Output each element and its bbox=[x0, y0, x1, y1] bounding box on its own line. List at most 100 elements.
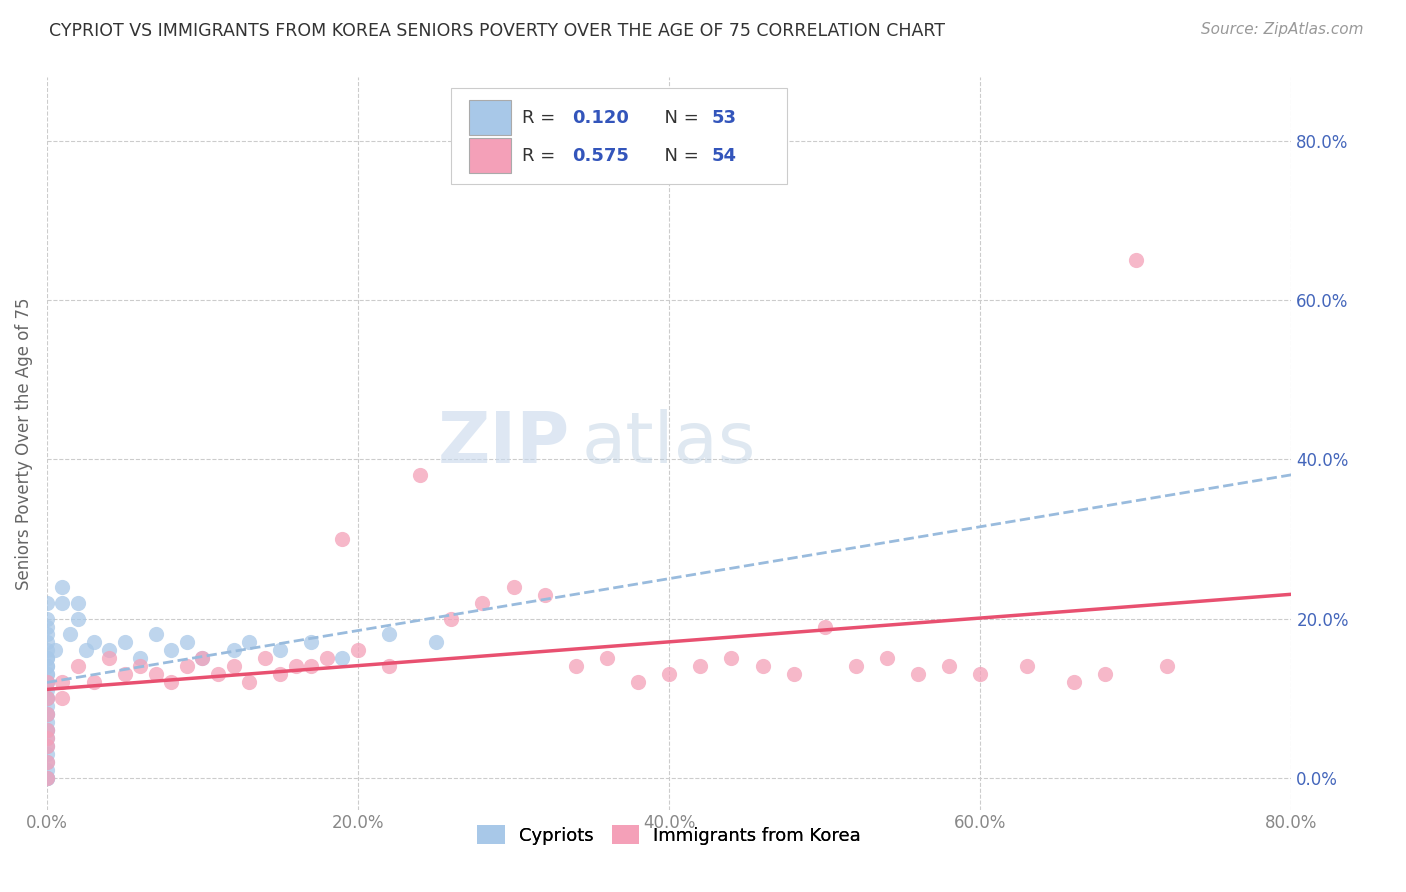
Point bbox=[35, 675, 58, 690]
Point bbox=[51, 580, 73, 594]
Point bbox=[83, 635, 105, 649]
Point bbox=[51, 675, 73, 690]
Point bbox=[782, 667, 804, 681]
Text: CYPRIOT VS IMMIGRANTS FROM KOREA SENIORS POVERTY OVER THE AGE OF 75 CORRELATION : CYPRIOT VS IMMIGRANTS FROM KOREA SENIORS… bbox=[49, 22, 945, 40]
Point bbox=[191, 651, 214, 665]
Point bbox=[35, 714, 58, 729]
Point bbox=[35, 731, 58, 745]
Point bbox=[35, 651, 58, 665]
Point bbox=[35, 651, 58, 665]
Point bbox=[689, 659, 711, 673]
Point bbox=[1156, 659, 1178, 673]
Text: 0.575: 0.575 bbox=[572, 147, 628, 165]
Point bbox=[565, 659, 588, 673]
Point bbox=[502, 580, 524, 594]
Point bbox=[533, 588, 555, 602]
Point bbox=[332, 651, 354, 665]
Point bbox=[35, 691, 58, 706]
Point bbox=[35, 771, 58, 785]
Point bbox=[35, 627, 58, 641]
Point bbox=[35, 771, 58, 785]
Point bbox=[35, 667, 58, 681]
Point bbox=[35, 596, 58, 610]
Point bbox=[238, 635, 260, 649]
Point bbox=[35, 747, 58, 761]
Point bbox=[222, 659, 245, 673]
Point bbox=[222, 643, 245, 657]
Point bbox=[751, 659, 773, 673]
Point bbox=[176, 659, 198, 673]
Point bbox=[51, 596, 73, 610]
Point bbox=[1094, 667, 1116, 681]
Point bbox=[145, 667, 167, 681]
Point bbox=[44, 643, 66, 657]
Text: ZIP: ZIP bbox=[437, 409, 569, 478]
Point bbox=[129, 651, 152, 665]
Point bbox=[35, 619, 58, 633]
Text: N =: N = bbox=[652, 109, 704, 127]
Point bbox=[35, 739, 58, 753]
Point bbox=[35, 691, 58, 706]
Text: R =: R = bbox=[522, 147, 561, 165]
Point bbox=[191, 651, 214, 665]
Point bbox=[35, 675, 58, 690]
Point bbox=[35, 635, 58, 649]
Point bbox=[907, 667, 929, 681]
Point bbox=[35, 659, 58, 673]
Point bbox=[35, 755, 58, 769]
Point bbox=[35, 763, 58, 777]
Text: 0.120: 0.120 bbox=[572, 109, 628, 127]
Legend: Cypriots, Immigrants from Korea: Cypriots, Immigrants from Korea bbox=[470, 818, 868, 852]
Point bbox=[969, 667, 991, 681]
Point bbox=[1063, 675, 1085, 690]
Point bbox=[35, 659, 58, 673]
FancyBboxPatch shape bbox=[451, 88, 787, 184]
Point bbox=[471, 596, 494, 610]
Point bbox=[35, 667, 58, 681]
Point bbox=[98, 651, 121, 665]
Point bbox=[35, 723, 58, 737]
Point bbox=[378, 659, 401, 673]
Point bbox=[114, 635, 136, 649]
Text: R =: R = bbox=[522, 109, 561, 127]
Point bbox=[35, 723, 58, 737]
Point bbox=[269, 643, 291, 657]
Point bbox=[284, 659, 307, 673]
Point bbox=[440, 611, 463, 625]
FancyBboxPatch shape bbox=[468, 138, 512, 173]
Point bbox=[876, 651, 898, 665]
Point bbox=[114, 667, 136, 681]
Point bbox=[51, 691, 73, 706]
Point bbox=[596, 651, 619, 665]
Point bbox=[253, 651, 276, 665]
Point bbox=[83, 675, 105, 690]
Point bbox=[66, 596, 89, 610]
Y-axis label: Seniors Poverty Over the Age of 75: Seniors Poverty Over the Age of 75 bbox=[15, 297, 32, 590]
Point bbox=[316, 651, 339, 665]
Point bbox=[35, 699, 58, 714]
Point bbox=[238, 675, 260, 690]
Point bbox=[145, 627, 167, 641]
Point bbox=[35, 707, 58, 722]
Point bbox=[35, 611, 58, 625]
Point bbox=[66, 659, 89, 673]
Text: N =: N = bbox=[652, 147, 704, 165]
Point bbox=[425, 635, 447, 649]
Point bbox=[35, 707, 58, 722]
Point bbox=[35, 771, 58, 785]
Point bbox=[35, 675, 58, 690]
Point bbox=[35, 691, 58, 706]
Point bbox=[35, 723, 58, 737]
Text: Source: ZipAtlas.com: Source: ZipAtlas.com bbox=[1201, 22, 1364, 37]
Point bbox=[299, 659, 322, 673]
Point bbox=[1125, 253, 1147, 268]
Point bbox=[98, 643, 121, 657]
Point bbox=[207, 667, 229, 681]
Point bbox=[658, 667, 681, 681]
Point bbox=[332, 532, 354, 546]
Point bbox=[845, 659, 868, 673]
Point bbox=[35, 707, 58, 722]
Point bbox=[59, 627, 82, 641]
Point bbox=[35, 739, 58, 753]
Point bbox=[347, 643, 370, 657]
